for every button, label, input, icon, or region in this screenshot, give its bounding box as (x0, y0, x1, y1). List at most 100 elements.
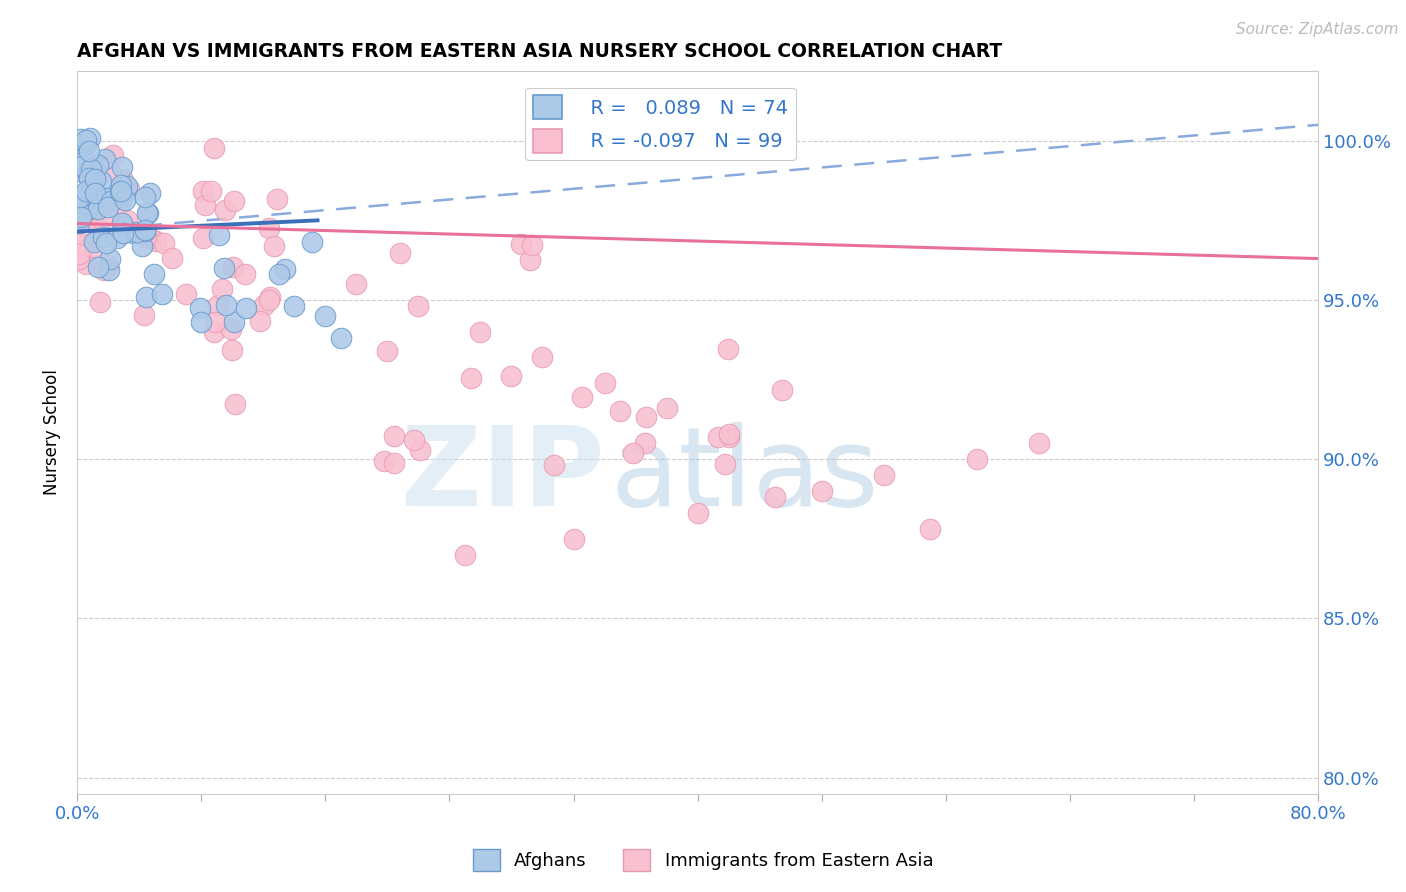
Point (93, 263, 115, 277)
Point (75, 137, 97, 152)
Point (571, 390, 593, 404)
Point (207, 298, 229, 312)
Point (72, 195, 94, 210)
Point (94, 236, 117, 251)
Point (873, 468, 896, 483)
Point (112, 173, 135, 187)
Point (70, 245, 93, 260)
Point (76, 202, 98, 216)
Point (96, 191, 118, 205)
Point (72, 155, 94, 169)
Point (118, 181, 141, 195)
Point (283, 299, 305, 313)
Point (519, 253, 541, 268)
Point (90, 174, 112, 188)
Point (454, 548, 477, 562)
Point (135, 206, 157, 220)
Point (115, 179, 138, 194)
Point (770, 383, 793, 397)
Point (344, 277, 367, 291)
Point (108, 195, 131, 210)
Point (110, 178, 132, 193)
Point (135, 230, 157, 244)
Point (84, 186, 107, 201)
Point (111, 190, 134, 204)
Point (153, 236, 176, 251)
Point (80, 186, 103, 201)
Text: ZIP: ZIP (401, 422, 605, 529)
Point (67, 247, 90, 261)
Point (214, 203, 236, 218)
Point (609, 404, 631, 418)
Point (202, 325, 225, 339)
Point (79, 197, 101, 211)
Point (562, 532, 585, 546)
Point (966, 452, 988, 467)
Point (67, 145, 90, 159)
Point (235, 301, 257, 315)
Point (810, 484, 832, 499)
Point (67, 214, 90, 228)
Point (1028, 436, 1050, 450)
Point (266, 193, 288, 207)
Point (373, 454, 395, 468)
Point (91, 211, 114, 226)
Point (111, 219, 134, 233)
Point (207, 228, 229, 243)
Text: atlas: atlas (610, 422, 879, 529)
Point (111, 216, 134, 230)
Point (70, 193, 93, 207)
Point (86, 260, 108, 275)
Point (112, 227, 135, 241)
Point (67, 252, 90, 266)
Point (152, 286, 174, 301)
Point (100, 165, 122, 179)
Point (112, 226, 135, 240)
Point (89, 295, 111, 310)
Point (263, 239, 285, 253)
Point (70, 159, 93, 173)
Point (221, 260, 243, 274)
Point (202, 141, 225, 155)
Point (69, 132, 91, 146)
Point (139, 231, 162, 245)
Text: Source: ZipAtlas.com: Source: ZipAtlas.com (1236, 22, 1399, 37)
Point (89, 225, 111, 239)
Legend: Afghans, Immigrants from Eastern Asia: Afghans, Immigrants from Eastern Asia (465, 842, 941, 879)
Point (82, 161, 104, 175)
Point (543, 458, 565, 472)
Point (404, 433, 426, 447)
Point (82, 240, 104, 254)
Point (84, 171, 107, 186)
Point (593, 376, 616, 390)
Point (409, 442, 432, 457)
Point (408, 299, 430, 313)
Point (190, 301, 212, 315)
Point (105, 231, 128, 245)
Point (221, 343, 243, 357)
Point (94, 153, 117, 167)
Point (108, 185, 131, 199)
Point (249, 314, 271, 328)
Point (100, 194, 122, 209)
Point (531, 351, 554, 365)
Point (224, 194, 246, 209)
Point (510, 236, 533, 251)
Point (382, 456, 405, 470)
Point (259, 290, 281, 304)
Point (718, 430, 741, 444)
Point (191, 230, 214, 244)
Point (329, 331, 352, 345)
Point (267, 268, 290, 282)
Point (714, 457, 737, 471)
Point (222, 315, 245, 329)
Point (253, 297, 276, 311)
Point (110, 184, 132, 198)
Point (77, 167, 100, 181)
Point (132, 308, 155, 322)
Point (97, 258, 120, 272)
Point (114, 194, 136, 208)
Point (214, 261, 236, 276)
Point (301, 235, 323, 249)
Point (501, 369, 523, 384)
